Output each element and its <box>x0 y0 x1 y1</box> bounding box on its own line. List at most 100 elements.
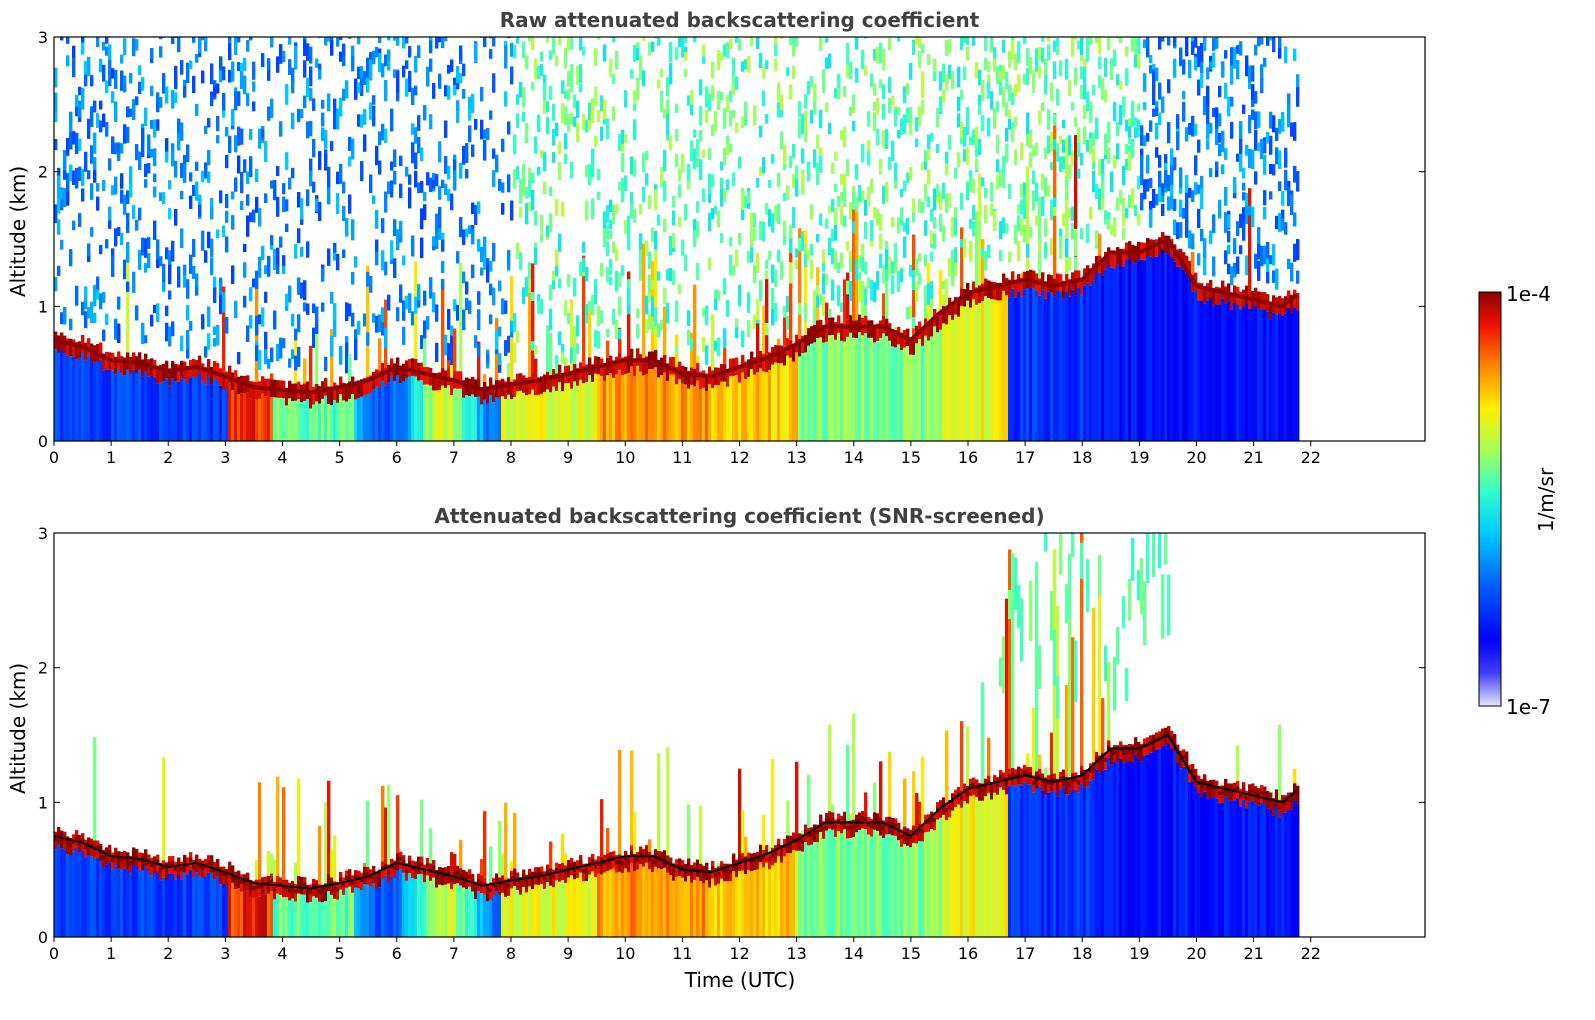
top-heatmap-cell <box>567 37 571 51</box>
top-heatmap-cell <box>753 105 757 126</box>
top-heatmap-cell <box>1116 247 1120 265</box>
top-heatmap-cell <box>558 141 562 155</box>
top-heatmap-cell <box>972 37 976 46</box>
top-heatmap-cell <box>1020 199 1024 215</box>
top-heatmap-cell <box>807 81 811 95</box>
top-heatmap-cell <box>1074 256 1078 271</box>
top-heatmap-cell <box>1209 27 1212 36</box>
top-heatmap-cell <box>648 42 652 56</box>
top-heatmap-cell <box>255 381 259 400</box>
top-heatmap-cell <box>330 291 334 304</box>
top-heatmap-cell <box>324 356 328 372</box>
bottom-heatmap-column <box>165 862 169 937</box>
top-heatmap-cell <box>1062 119 1066 129</box>
bottom-heatmap-cell <box>726 881 730 937</box>
top-heatmap-cell <box>990 37 994 51</box>
top-heatmap-cell <box>360 77 364 97</box>
top-heatmap-column <box>576 65 580 441</box>
top-heatmap-cell <box>1104 57 1108 77</box>
top-heatmap-cell <box>75 359 79 441</box>
bottom-heatmap-cell <box>423 870 427 875</box>
top-heatmap-cell <box>648 369 652 441</box>
bottom-heatmap-column <box>402 855 406 937</box>
bottom-heatmap-column <box>531 871 535 937</box>
top-heatmap-cell <box>396 70 400 93</box>
top-ytick-label: 0 <box>38 432 48 451</box>
top-heatmap-cell <box>906 307 910 319</box>
bottom-heatmap-cell <box>666 872 670 937</box>
top-heatmap-cell <box>360 379 364 397</box>
top-heatmap-cell <box>207 376 211 441</box>
top-heatmap-cell <box>1119 104 1123 125</box>
top-heatmap-column <box>459 45 463 441</box>
bottom-heatmap-cell <box>108 862 112 937</box>
top-heatmap-cell <box>225 317 229 334</box>
top-heatmap-cell <box>852 120 856 132</box>
top-heatmap-cell <box>1023 198 1027 219</box>
top-heatmap-cell <box>420 335 424 349</box>
top-heatmap-cell <box>441 239 445 252</box>
top-heatmap-cell <box>849 280 853 302</box>
top-heatmap-cell <box>900 188 904 198</box>
top-heatmap-cell <box>330 387 334 406</box>
top-heatmap-cell <box>798 238 802 252</box>
top-heatmap-cell <box>582 267 586 277</box>
bottom-heatmap-cell <box>582 881 586 937</box>
bottom-heatmap-cell <box>480 880 484 885</box>
top-heatmap-cell <box>1185 182 1189 204</box>
top-heatmap-cell <box>969 170 973 182</box>
bottom-heatmap-column <box>285 879 289 937</box>
bottom-heatmap-cell <box>273 859 277 882</box>
top-heatmap-cell <box>894 162 898 181</box>
bottom-heatmap-column <box>261 877 265 937</box>
top-heatmap-cell <box>258 314 262 325</box>
bottom-heatmap-cell <box>696 877 700 937</box>
top-heatmap-cell <box>921 328 925 346</box>
top-heatmap-cell <box>981 177 985 187</box>
top-heatmap-cell <box>528 394 532 441</box>
top-heatmap-cell <box>321 268 325 282</box>
top-heatmap-cell <box>75 168 79 189</box>
top-heatmap-cell <box>933 326 937 441</box>
top-heatmap-cell <box>366 394 370 441</box>
top-heatmap-cell <box>1260 64 1264 86</box>
top-heatmap-cell <box>291 77 295 94</box>
top-heatmap-cell <box>225 154 229 169</box>
top-heatmap-cell <box>105 351 109 370</box>
bottom-heatmap-cell <box>780 850 784 855</box>
top-heatmap-column <box>219 56 223 441</box>
top-heatmap-column <box>1254 44 1258 441</box>
top-heatmap-cell <box>690 90 694 105</box>
top-heatmap-cell <box>324 37 328 46</box>
top-heatmap-cell <box>234 37 238 56</box>
top-heatmap-cell <box>1185 220 1189 238</box>
top-heatmap-cell <box>1137 37 1141 58</box>
top-heatmap-cell <box>1260 79 1264 91</box>
bottom-heatmap-column <box>663 850 667 937</box>
top-heatmap-cell <box>750 229 754 248</box>
bottom-heatmap-cell <box>417 862 421 867</box>
top-heatmap-cell <box>1170 148 1174 166</box>
top-heatmap-cell <box>960 121 964 139</box>
top-heatmap-cell <box>159 37 163 40</box>
top-heatmap-cell <box>1014 280 1018 298</box>
top-heatmap-cell <box>738 382 742 441</box>
top-heatmap-cell <box>1239 291 1243 310</box>
top-heatmap-cell <box>669 374 673 441</box>
top-heatmap-cell <box>384 261 388 276</box>
top-heatmap-cell <box>522 392 526 441</box>
top-heatmap-cell <box>93 170 97 183</box>
top-heatmap-cell <box>1242 167 1246 179</box>
top-panel-title: Raw attenuated backscattering coefficien… <box>499 8 980 32</box>
top-heatmap-column <box>1038 47 1042 441</box>
top-heatmap-cell <box>1218 132 1222 143</box>
top-heatmap-cell <box>330 141 334 152</box>
top-heatmap-cell <box>666 77 670 97</box>
top-heatmap-cell <box>183 154 187 171</box>
bottom-heatmap-column <box>798 833 802 937</box>
bottom-heatmap-cell <box>384 875 388 937</box>
bottom-heatmap-column <box>357 870 361 937</box>
bottom-heatmap-cell <box>84 845 88 850</box>
top-heatmap-cell <box>504 398 508 441</box>
top-heatmap-cell <box>432 82 436 99</box>
